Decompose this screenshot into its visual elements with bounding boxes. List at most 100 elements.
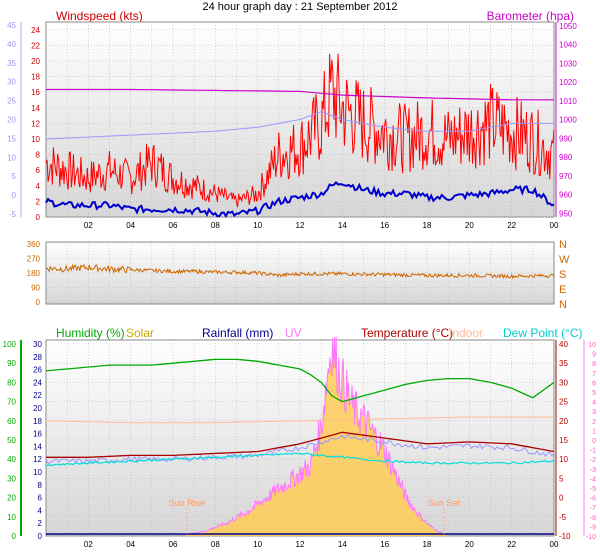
temp-secondary-line xyxy=(45,433,555,465)
rain-tick-label: 8 xyxy=(38,481,43,490)
uv-tick-label: 4 xyxy=(592,400,596,407)
humidity-tick-label: 50 xyxy=(7,436,16,445)
x-tick-label: 22 xyxy=(507,540,516,549)
baro-tick-label: 1050 xyxy=(559,22,577,31)
x-tick-label: 04 xyxy=(126,221,135,230)
temp-tick-label: 40 xyxy=(559,340,568,349)
baro-tick-label: 1000 xyxy=(559,116,577,125)
graph-title: 24 hour graph day : 21 September 2012 xyxy=(202,1,397,13)
x-tick-label: 08 xyxy=(211,540,220,549)
wind-secondary-tick-label: 5 xyxy=(12,172,17,181)
rain-tick-label: 6 xyxy=(38,494,43,503)
uv-tick-label: -1 xyxy=(590,448,596,455)
x-tick-label: 10 xyxy=(253,221,262,230)
uv-tick-label: 2 xyxy=(592,419,596,426)
uv-tick-label: -7 xyxy=(590,505,596,512)
humidity-tick-label: 30 xyxy=(7,474,16,483)
x-tick-label: 22 xyxy=(507,221,516,230)
legend-rainfall: Rainfall (mm) xyxy=(202,326,273,340)
uv-tick-label: 9 xyxy=(592,352,596,359)
uv-tick-label: 3 xyxy=(592,409,596,416)
wind-secondary-tick-label: 35 xyxy=(7,59,16,68)
humidity-tick-label: 10 xyxy=(7,513,16,522)
humidity-line xyxy=(45,358,555,403)
compass-label: E xyxy=(559,284,566,296)
uv-line xyxy=(183,336,449,536)
wind-tick-label: 22 xyxy=(31,41,40,50)
rain-tick-label: 0 xyxy=(38,532,43,541)
wind-direction-line xyxy=(45,263,555,280)
baro-tick-label: 950 xyxy=(559,209,573,218)
uv-tick-label: 6 xyxy=(592,380,596,387)
rain-tick-label: 30 xyxy=(33,340,42,349)
temp-tick-label: 35 xyxy=(559,359,568,368)
wind-tick-label: 2 xyxy=(36,197,41,206)
sunrise-label: Sun Rise xyxy=(169,498,206,508)
wind-secondary-tick-label: 40 xyxy=(7,40,16,49)
x-tick-label: 16 xyxy=(380,221,389,230)
x-tick-label: 08 xyxy=(211,221,220,230)
legend-humidity: Humidity (%) xyxy=(56,326,125,340)
wind-secondary-tick-label: 15 xyxy=(7,134,16,143)
rain-tick-label: 20 xyxy=(33,404,42,413)
direction-tick-label: 0 xyxy=(36,298,41,307)
uv-tick-label: 1 xyxy=(592,428,596,435)
baro-tick-label: 1030 xyxy=(559,59,577,68)
rain-tick-label: 22 xyxy=(33,391,42,400)
compass-label: W xyxy=(559,254,570,266)
wind-tick-label: 10 xyxy=(31,135,40,144)
temp-tick-label: 15 xyxy=(559,436,568,445)
wind-tick-label: 12 xyxy=(31,119,40,128)
barometer-axis-title: Barometer (hpa) xyxy=(487,9,574,23)
x-tick-label: 02 xyxy=(84,540,93,549)
uv-tick-label: 0 xyxy=(592,438,596,445)
baro-tick-label: 970 xyxy=(559,172,573,181)
rain-tick-label: 10 xyxy=(33,468,42,477)
temp-tick-label: 5 xyxy=(559,474,564,483)
x-tick-label: 12 xyxy=(296,540,305,549)
legend-dew-point: Dew Point (°C) xyxy=(503,326,582,340)
wind-secondary-tick-label: 30 xyxy=(7,78,16,87)
direction-tick-label: 270 xyxy=(27,255,41,264)
direction-tick-label: 180 xyxy=(27,269,41,278)
wind-gust-line xyxy=(45,53,555,208)
humidity-tick-label: 60 xyxy=(7,417,16,426)
compass-label: S xyxy=(559,269,566,281)
temp-tick-label: 20 xyxy=(559,417,568,426)
uv-tick-label: -4 xyxy=(590,476,596,483)
temp-tick-label: 0 xyxy=(559,494,564,503)
baro-tick-label: 1040 xyxy=(559,41,577,50)
rain-tick-label: 18 xyxy=(33,417,42,426)
rain-tick-label: 2 xyxy=(38,519,43,528)
humidity-tick-label: 40 xyxy=(7,455,16,464)
wind-tick-label: 0 xyxy=(36,213,41,222)
wind-tick-label: 18 xyxy=(31,73,40,82)
rain-tick-label: 16 xyxy=(33,430,42,439)
x-tick-label: 18 xyxy=(423,221,432,230)
legend-temperature: Temperature (°C) xyxy=(361,326,453,340)
uv-tick-label: -5 xyxy=(590,486,596,493)
x-tick-label: 02 xyxy=(84,221,93,230)
temp-tick-label: -10 xyxy=(559,532,571,541)
baro-tick-label: 960 xyxy=(559,191,573,200)
baro-tick-label: 1020 xyxy=(559,78,577,87)
legend-indoor: Indoor xyxy=(449,326,483,340)
humidity-tick-label: 20 xyxy=(7,494,16,503)
uv-tick-label: -8 xyxy=(590,515,596,522)
uv-tick-label: -9 xyxy=(590,524,596,531)
dew-point-line xyxy=(46,452,555,467)
temp-tick-label: 30 xyxy=(559,378,568,387)
sunset-label: Sun Set xyxy=(428,498,461,508)
wind-tick-label: 16 xyxy=(31,88,40,97)
rain-tick-label: 12 xyxy=(33,455,42,464)
x-tick-label: 04 xyxy=(126,540,135,549)
x-tick-label: 16 xyxy=(380,540,389,549)
legend-solar: Solar xyxy=(126,326,154,340)
direction-tick-label: 360 xyxy=(27,240,41,249)
legend-uv: UV xyxy=(285,326,302,340)
wind-tick-label: 8 xyxy=(36,151,41,160)
x-tick-label: 20 xyxy=(465,540,474,549)
x-tick-label: 14 xyxy=(338,540,347,549)
rain-tick-label: 26 xyxy=(33,366,42,375)
